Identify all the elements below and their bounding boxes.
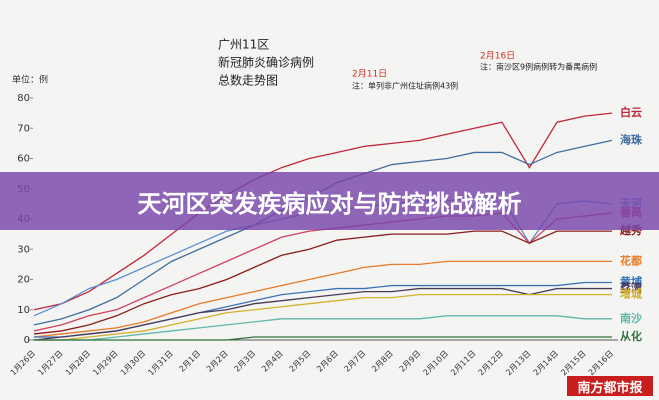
x-tick-label: 2月5日: [288, 349, 313, 374]
x-tick-label: 2月4日: [260, 349, 285, 374]
legend-label: 海珠: [620, 132, 643, 146]
x-tick-label: 2月6日: [315, 349, 340, 374]
annotation-text: 注：单列非广州住址病例43例: [352, 81, 458, 91]
series-line: [34, 293, 612, 341]
x-tick-label: 2月14日: [532, 349, 560, 377]
x-tick-label: 1月31日: [146, 349, 174, 377]
x-tick-label: 2月10日: [422, 349, 450, 377]
series-line: [33, 112, 613, 311]
annotation-date: 2月16日: [480, 51, 515, 62]
x-tick-label: 2月2日: [205, 349, 230, 374]
y-tick-label: 0: [24, 335, 30, 346]
x-tick-label: 1月30日: [119, 349, 147, 377]
annotation-text: 注：南沙区9例病例转为番禺病例: [480, 62, 597, 72]
y-tick-label: 80: [17, 93, 30, 104]
series-line: [34, 336, 612, 341]
x-tick-label: 2月11日: [449, 349, 477, 377]
y-tick-label: 30: [17, 244, 30, 255]
chart-title: 新冠肺炎确诊病例: [218, 55, 314, 70]
x-tick-label: 1月26日: [9, 349, 37, 377]
x-tick-label: 2月15日: [559, 349, 587, 377]
legend-label: 从化: [620, 329, 642, 343]
series-line: [34, 315, 612, 341]
series-line: [33, 230, 612, 335]
series-line: [33, 260, 612, 338]
x-tick-label: 2月1日: [177, 349, 202, 374]
x-tick-label: 2月13日: [504, 349, 532, 377]
annotation-date: 2月11日: [352, 69, 387, 80]
x-tick-label: 2月8日: [370, 349, 395, 374]
x-tick-label: 2月3日: [232, 349, 257, 374]
y-tick-label: 60: [17, 154, 30, 165]
y-tick-label: 10: [17, 305, 30, 316]
banner-title: 天河区突发疾病应对与防控挑战解析: [0, 172, 659, 230]
x-tick-label: 2月12日: [477, 349, 505, 377]
chart-title: 总数走势图: [218, 73, 278, 88]
legend-label: 黄埔: [620, 275, 642, 289]
legend-label: 花都: [620, 253, 642, 267]
series-line: [33, 139, 613, 326]
series-line: [34, 281, 612, 338]
legend-label: 白云: [620, 105, 642, 119]
chart-title: 广州11区: [218, 38, 269, 52]
y-axis-label: 单位：例: [12, 74, 48, 86]
legend-label: 荔湾: [619, 281, 642, 295]
series-line: [33, 212, 613, 332]
x-tick-label: 2月16日: [587, 349, 615, 377]
x-tick-label: 1月28日: [64, 349, 92, 377]
legend-label: 南沙: [620, 311, 642, 325]
legend-label: 增城: [620, 287, 642, 301]
x-tick-label: 2月9日: [398, 349, 423, 374]
source: 南方都市报: [567, 376, 653, 396]
x-tick-label: 2月7日: [343, 349, 368, 374]
x-tick-label: 1月27日: [36, 349, 64, 377]
y-tick-label: 70: [17, 123, 30, 134]
y-tick-label: 20: [17, 275, 30, 286]
series-line: [33, 287, 612, 341]
x-tick-label: 1月29日: [91, 349, 119, 377]
